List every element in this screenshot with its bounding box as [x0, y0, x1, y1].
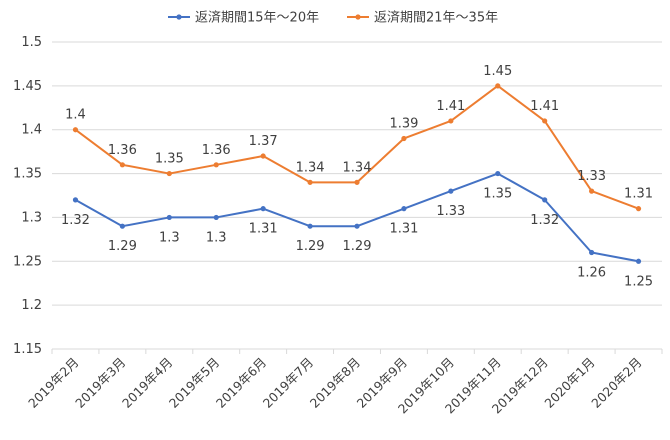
data-point	[354, 179, 360, 185]
data-point	[401, 135, 407, 142]
data-label: 1.36	[202, 143, 231, 158]
data-point	[448, 188, 454, 194]
data-label: 1.33	[436, 204, 465, 219]
legend-item-1: 返済期間15年～20年	[168, 10, 319, 26]
data-point	[448, 118, 454, 124]
y-tick-label: 1.45	[13, 79, 42, 94]
legend-label: 返済期間15年～20年	[195, 10, 319, 26]
data-label: 1.39	[389, 116, 418, 131]
data-label: 1.3	[159, 230, 180, 245]
y-tick-label: 1.3	[21, 210, 42, 225]
data-point	[542, 118, 548, 124]
data-label: 1.3	[206, 230, 227, 245]
legend-label: 返済期間21年～35年	[374, 10, 498, 26]
data-point	[307, 223, 313, 229]
data-label: 1.29	[108, 239, 137, 254]
y-tick-label: 1.2	[21, 298, 42, 313]
legend: 返済期間15年～20年 返済期間21年～35年	[168, 10, 498, 26]
legend-marker	[355, 14, 361, 20]
data-point	[213, 214, 219, 221]
data-label: 1.37	[249, 134, 278, 149]
data-point	[307, 179, 313, 185]
y-tick-label: 1.35	[13, 167, 42, 182]
data-label: 1.31	[624, 187, 653, 202]
data-label: 1.35	[483, 187, 512, 202]
y-axis: 1.15 1.2 1.25 1.3 1.35 1.4 1.45 1.5	[13, 35, 42, 357]
data-point	[542, 197, 548, 203]
data-point	[119, 223, 125, 229]
data-point	[401, 206, 407, 212]
data-label: 1.4	[65, 108, 86, 123]
legend-item-2: 返済期間21年～35年	[347, 10, 498, 26]
series-2: 1.4 1.36 1.35 1.36 1.37 1.34 1.34 1.39 1.41 1.45 1…	[65, 64, 653, 212]
y-tick-label: 1.25	[13, 254, 42, 269]
data-point	[166, 214, 172, 221]
data-point	[354, 223, 360, 229]
data-label: 1.29	[343, 239, 372, 254]
data-point	[635, 258, 642, 264]
data-point	[635, 206, 642, 212]
data-point	[72, 197, 79, 203]
data-label: 1.36	[108, 143, 137, 158]
data-label: 1.34	[296, 160, 325, 175]
data-label: 1.31	[389, 222, 418, 237]
data-label: 1.29	[296, 239, 325, 254]
legend-marker	[176, 14, 182, 20]
data-label: 1.41	[530, 99, 559, 114]
y-tick-label: 1.4	[21, 123, 42, 138]
x-tick-label: 2020年2月	[588, 355, 644, 411]
data-point	[495, 83, 501, 89]
y-tick-label: 1.15	[13, 342, 42, 357]
data-point	[260, 206, 266, 212]
data-point	[72, 127, 79, 133]
series-layer: 1.321.291.3 1.31.311.29 1.291.311.331.351.…	[61, 64, 653, 289]
data-label: 1.34	[343, 160, 372, 175]
data-label: 1.35	[155, 152, 184, 167]
data-point	[166, 170, 172, 177]
data-label: 1.41	[436, 99, 465, 114]
data-label: 1.33	[577, 169, 606, 184]
data-label: 1.31	[249, 222, 278, 237]
x-axis: 2019年2月2019年3月2019年4月2019年5月2019年6月2019年…	[25, 348, 663, 417]
data-label: 1.26	[577, 266, 606, 281]
data-point	[589, 249, 595, 256]
data-point	[260, 153, 266, 159]
y-tick-label: 1.5	[21, 35, 42, 50]
series-1: 1.32 1.29 1.3 1.3 1.31 1.29 1.29 1.31 1.33 1.35 1.…	[61, 170, 653, 289]
data-label: 1.32	[530, 213, 559, 228]
data-point	[495, 170, 501, 177]
data-point	[589, 188, 595, 194]
data-point	[213, 162, 219, 168]
data-label: 1.25	[624, 274, 653, 289]
data-label: 1.32	[61, 213, 90, 228]
grid-lines	[52, 41, 662, 350]
data-label: 1.45	[483, 64, 512, 79]
data-point	[119, 162, 125, 168]
